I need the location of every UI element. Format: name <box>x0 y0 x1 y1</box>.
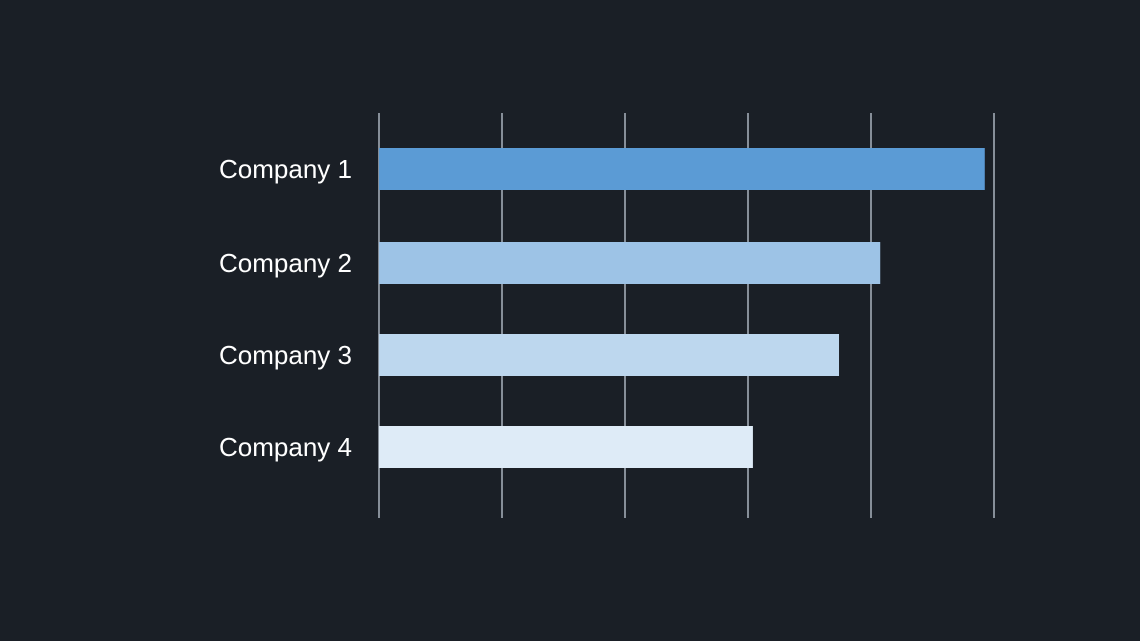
category-label: Company 2 <box>219 248 352 278</box>
category-label: Company 1 <box>219 154 352 184</box>
category-labels: Company 1 Company 2 Company 3 Company 4 <box>219 154 352 462</box>
bars <box>379 148 985 468</box>
bar-company-1 <box>379 148 985 190</box>
category-label: Company 3 <box>219 340 352 370</box>
category-label: Company 4 <box>219 432 352 462</box>
bar-company-4 <box>379 426 753 468</box>
bar-company-3 <box>379 334 840 376</box>
bar-company-2 <box>379 242 881 284</box>
